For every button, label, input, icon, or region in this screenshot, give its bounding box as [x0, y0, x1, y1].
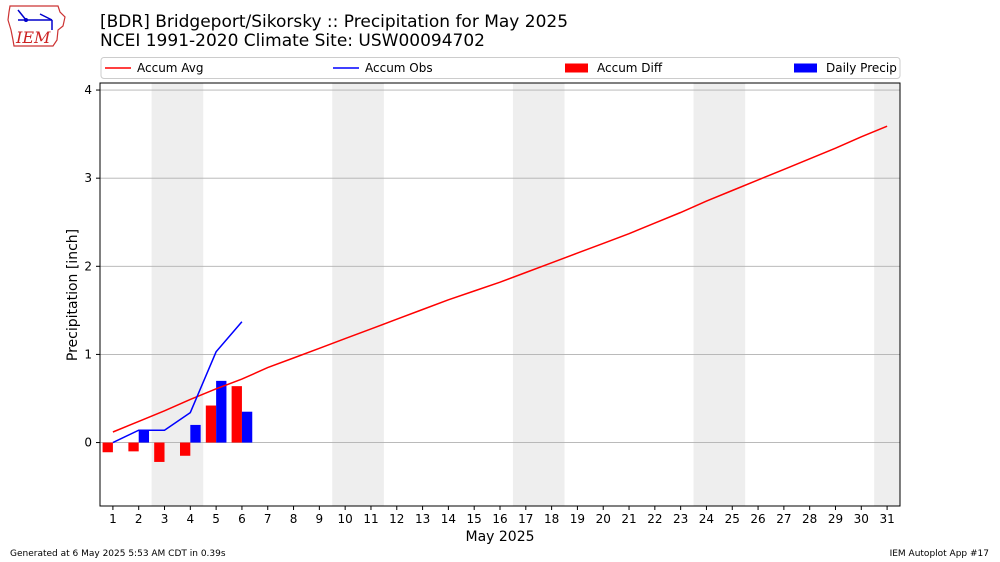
- x-tick-label: 29: [828, 512, 843, 526]
- x-tick-label: 15: [467, 512, 482, 526]
- y-tick-label: 1: [84, 347, 92, 361]
- daily-precip-bar: [138, 430, 150, 443]
- iem-logo-line: [39, 13, 53, 21]
- daily-precip-bar: [241, 411, 253, 443]
- y-tick-label: 2: [84, 259, 92, 273]
- x-tick-label: 23: [673, 512, 688, 526]
- accum-diff-bar: [205, 405, 217, 443]
- weekend-shade: [332, 83, 384, 506]
- accum-diff-bar: [154, 442, 165, 462]
- app-credit: IEM Autoplot App #17: [889, 549, 989, 559]
- x-tick-label: 13: [415, 512, 430, 526]
- x-tick-label: 16: [492, 512, 507, 526]
- chart-subtitle: NCEI 1991-2020 Climate Site: USW00094702: [100, 31, 485, 51]
- iem-logo-text: IEM: [15, 28, 51, 47]
- legend-label-accum-diff: Accum Diff: [597, 61, 663, 75]
- x-tick-label: 12: [389, 512, 404, 526]
- x-tick-label: 30: [854, 512, 869, 526]
- x-tick-label: 2: [135, 512, 143, 526]
- y-tick-label: 0: [84, 436, 92, 450]
- legend-swatch-accum-diff: [565, 63, 588, 73]
- legend-label-daily-precip: Daily Precip: [826, 61, 897, 75]
- chart-title-block: [BDR] Bridgeport/Sikorsky :: Precipitati…: [100, 13, 568, 51]
- x-tick-label: 18: [544, 512, 559, 526]
- iem-logo-dot: [24, 18, 28, 22]
- x-tick-label: 6: [238, 512, 246, 526]
- x-tick-label: 27: [776, 512, 791, 526]
- y-tick-label: 4: [84, 83, 92, 97]
- x-tick-label: 9: [316, 512, 324, 526]
- x-tick-label: 10: [338, 512, 353, 526]
- daily-precip-bar: [190, 424, 201, 443]
- x-tick-label: 11: [363, 512, 378, 526]
- accum-diff-bar: [102, 442, 113, 453]
- generated-timestamp: Generated at 6 May 2025 5:53 AM CDT in 0…: [10, 549, 226, 559]
- x-tick-label: 1: [109, 512, 117, 526]
- iem-logo: IEM: [7, 5, 66, 47]
- weekend-shade: [512, 83, 565, 506]
- y-axis-label: Precipitation [inch]: [65, 229, 81, 361]
- x-tick-label: 8: [290, 512, 298, 526]
- plot-area: 1 2 3 4 5 6 7 8 9 10 11 12 13 14 15 16 17 18 19 20 21 22 23 24 2…: [84, 82, 901, 526]
- x-tick-label: 28: [802, 512, 817, 526]
- x-tick-label: 19: [570, 512, 585, 526]
- x-tick-label: 25: [725, 512, 740, 526]
- daily-precip-bar: [216, 380, 227, 443]
- x-tick-label: 7: [264, 512, 272, 526]
- legend-label-accum-avg: Accum Avg: [137, 61, 204, 75]
- x-tick-label: 14: [441, 512, 456, 526]
- y-tick-label: 3: [84, 171, 92, 185]
- x-tick-label: 5: [212, 512, 220, 526]
- x-tick-label: 21: [621, 512, 636, 526]
- legend-frame: [100, 57, 901, 79]
- x-tick-label: 26: [750, 512, 765, 526]
- x-tick-label: 17: [518, 512, 533, 526]
- legend: Accum Avg Accum Obs Accum Diff Daily Pre…: [100, 57, 901, 79]
- iem-logo-line: [17, 9, 27, 21]
- x-tick-label: 20: [596, 512, 611, 526]
- x-tick-label: 4: [187, 512, 195, 526]
- weekend-shade: [693, 83, 746, 506]
- legend-label-accum-obs: Accum Obs: [365, 61, 433, 75]
- weekend-shade: [874, 83, 900, 506]
- x-axis-label: May 2025: [465, 529, 534, 545]
- legend-swatch-daily-precip: [794, 63, 817, 73]
- x-tick-label: 3: [161, 512, 169, 526]
- accum-diff-bar: [180, 442, 191, 456]
- x-tick-label: 31: [879, 512, 894, 526]
- chart-title: [BDR] Bridgeport/Sikorsky :: Precipitati…: [100, 12, 569, 32]
- accum-avg-line: [112, 125, 888, 433]
- x-tick-label: 24: [699, 512, 714, 526]
- accum-diff-bar: [231, 386, 242, 443]
- x-tick-label: 22: [647, 512, 662, 526]
- accum-obs-line: [112, 321, 243, 444]
- accum-diff-bar: [128, 442, 139, 452]
